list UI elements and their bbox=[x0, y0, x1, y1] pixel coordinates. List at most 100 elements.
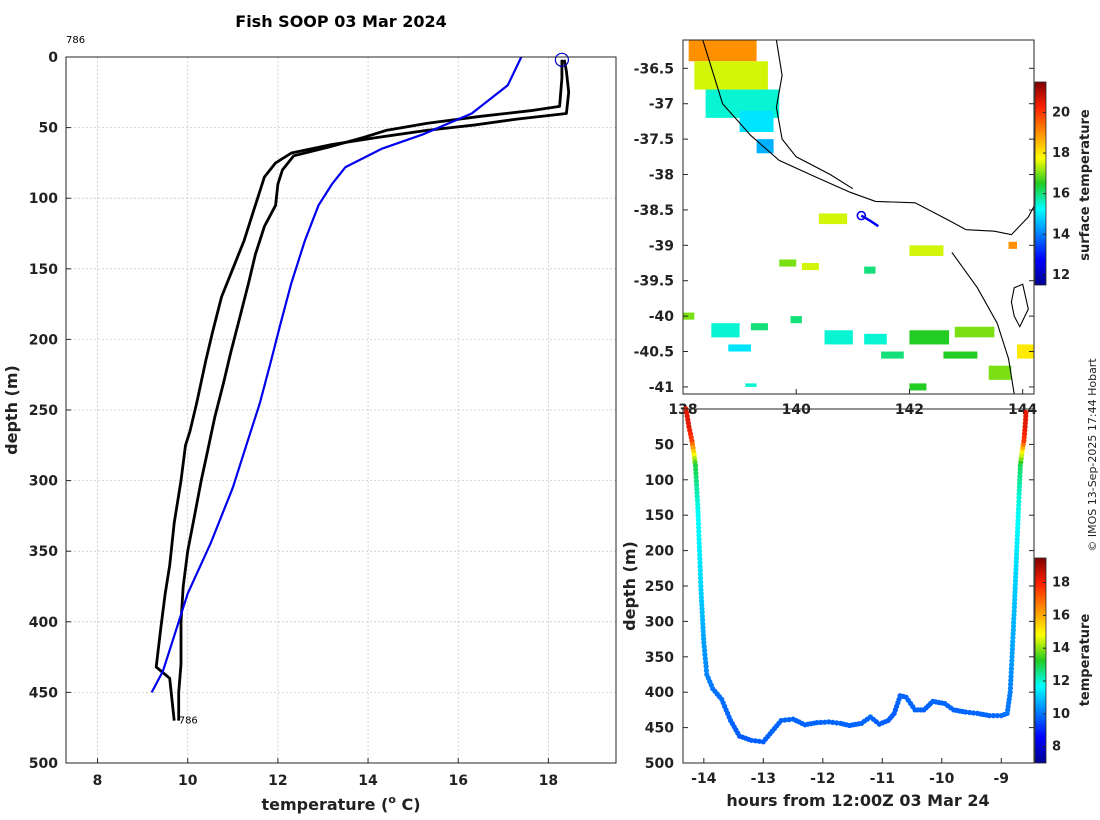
map-y-ticks: -36.5 -37 -37.5 -38 -38.5 -39 -39.5 -40 -40.5 -41 bbox=[634, 61, 1034, 396]
section-track-point bbox=[1015, 506, 1022, 512]
section-track-point bbox=[822, 719, 828, 725]
section-track-point bbox=[703, 660, 709, 666]
section-track-point bbox=[1010, 623, 1017, 629]
section-track-point bbox=[1011, 608, 1017, 614]
section-track-point bbox=[696, 548, 703, 554]
section-track-point bbox=[696, 544, 703, 550]
map-x-tick-label: 144 bbox=[1008, 402, 1037, 418]
section-track-point bbox=[1013, 574, 1019, 580]
map-sst-patch bbox=[943, 351, 978, 359]
section-track-point bbox=[1010, 627, 1016, 633]
map-y-tick-label: -39.5 bbox=[634, 274, 674, 290]
section-track-point bbox=[1013, 570, 1019, 576]
map-sst-patch bbox=[1008, 241, 1018, 249]
section-track-point bbox=[1023, 409, 1029, 416]
profile-axes-box bbox=[65, 56, 617, 764]
section-track-point bbox=[692, 463, 699, 469]
section-track-point bbox=[693, 470, 699, 476]
section-track-point bbox=[701, 640, 707, 646]
section-x-tick-label: -12 bbox=[810, 771, 835, 787]
map-sst-patch bbox=[1017, 344, 1034, 359]
section-x-tick-label: -11 bbox=[870, 771, 895, 787]
section-track-point bbox=[700, 621, 706, 627]
section-track-point bbox=[694, 482, 700, 488]
section-colorbar-ticks: 8 10 12 14 16 18 bbox=[1043, 576, 1070, 755]
map-sst-patch bbox=[954, 326, 995, 338]
section-track-point bbox=[694, 486, 700, 492]
section-track-point bbox=[697, 563, 703, 570]
section-y-tick-label: 300 bbox=[645, 614, 674, 630]
section-colorbar-tick-label: 14 bbox=[1052, 641, 1070, 656]
section-track-point bbox=[698, 587, 704, 593]
map-sst-patch bbox=[683, 312, 695, 320]
profile-x-tick-label: 18 bbox=[539, 773, 558, 789]
section-track-point bbox=[694, 497, 701, 503]
section-track-point bbox=[693, 474, 699, 480]
section-track-point bbox=[1012, 585, 1018, 592]
section-colorbar-tick-label: 10 bbox=[1052, 707, 1070, 722]
section-track-point bbox=[1011, 612, 1017, 618]
section-track-point bbox=[834, 720, 840, 726]
profile-x-tick-label: 10 bbox=[178, 773, 198, 789]
section-colorbar-tick-label: 16 bbox=[1052, 608, 1070, 623]
section-track-point bbox=[990, 713, 996, 719]
section-track-point bbox=[697, 552, 703, 558]
section-track-point bbox=[1012, 597, 1018, 603]
profile-line-climatology bbox=[150, 56, 523, 693]
map-sst-patch bbox=[750, 323, 768, 331]
section-track-point bbox=[1014, 532, 1021, 539]
map-y-tick-label: -41 bbox=[649, 380, 674, 396]
profile-title: Fish SOOP 03 Mar 2024 bbox=[235, 12, 446, 31]
map-y-tick-label: -36.5 bbox=[634, 61, 674, 77]
map-vessel-position bbox=[856, 210, 867, 221]
section-x-tick-label: -9 bbox=[993, 771, 1009, 787]
map-sst-patch bbox=[818, 213, 848, 225]
profile-x-label: temperature (o C) bbox=[261, 793, 420, 814]
section-track-point bbox=[1015, 525, 1021, 531]
profile-x-tick-label: 14 bbox=[358, 773, 378, 789]
map-sst-patch bbox=[739, 110, 774, 133]
section-track-point bbox=[698, 583, 704, 589]
section-track-point bbox=[699, 613, 706, 619]
section-track-point bbox=[701, 644, 707, 650]
section-y-tick-label: 150 bbox=[645, 508, 674, 524]
map-axes-box bbox=[682, 39, 1035, 395]
section-y-tick-label: 450 bbox=[645, 721, 674, 737]
section-track-point bbox=[748, 737, 755, 743]
section-track-point bbox=[1010, 635, 1016, 641]
section-track-point bbox=[1015, 510, 1021, 516]
section-track-point bbox=[695, 517, 701, 523]
section-y-label: depth (m) bbox=[620, 541, 639, 631]
section-track-point bbox=[1014, 544, 1020, 550]
map-sst-patch bbox=[779, 259, 797, 267]
profile-y-tick-label: 200 bbox=[29, 332, 58, 348]
map-x-ticks: 138 140 142 144 bbox=[668, 389, 1038, 418]
section-track-point bbox=[701, 636, 707, 642]
section-track-point bbox=[1014, 548, 1020, 554]
section-track-point bbox=[696, 528, 702, 535]
map-coastline bbox=[702, 40, 1034, 394]
section-colorbar-label: temperature bbox=[1078, 614, 1093, 707]
section-track-point bbox=[818, 719, 824, 726]
section-colorbar-tick-label: 8 bbox=[1052, 740, 1061, 755]
section-track-point bbox=[1014, 536, 1020, 542]
map-coastline-east bbox=[951, 252, 1015, 394]
map-coastline-shelf bbox=[775, 40, 854, 190]
section-track-point bbox=[1007, 685, 1014, 691]
section-track-point bbox=[826, 719, 832, 725]
profile-surface-marker bbox=[554, 52, 570, 67]
section-track-point bbox=[700, 624, 706, 631]
section-x-tick-label: -14 bbox=[691, 771, 717, 787]
map-y-tick-label: -40 bbox=[649, 309, 675, 325]
map-sst-patch bbox=[790, 316, 802, 324]
section-y-tick-label: 350 bbox=[645, 650, 674, 666]
map-x-tick-label: 142 bbox=[895, 402, 924, 418]
section-track-point bbox=[698, 594, 705, 600]
section-track-point bbox=[1013, 563, 1019, 569]
map-y-tick-label: -40.5 bbox=[634, 345, 674, 361]
map-y-tick-label: -37 bbox=[649, 97, 674, 113]
section-track-point bbox=[700, 617, 706, 623]
map-y-tick-label: -38.5 bbox=[634, 203, 674, 219]
section-track-point bbox=[1009, 658, 1015, 664]
profile-y-ticks: 0 50 100 150 200 250 300 350 400 450 500 bbox=[29, 50, 71, 772]
